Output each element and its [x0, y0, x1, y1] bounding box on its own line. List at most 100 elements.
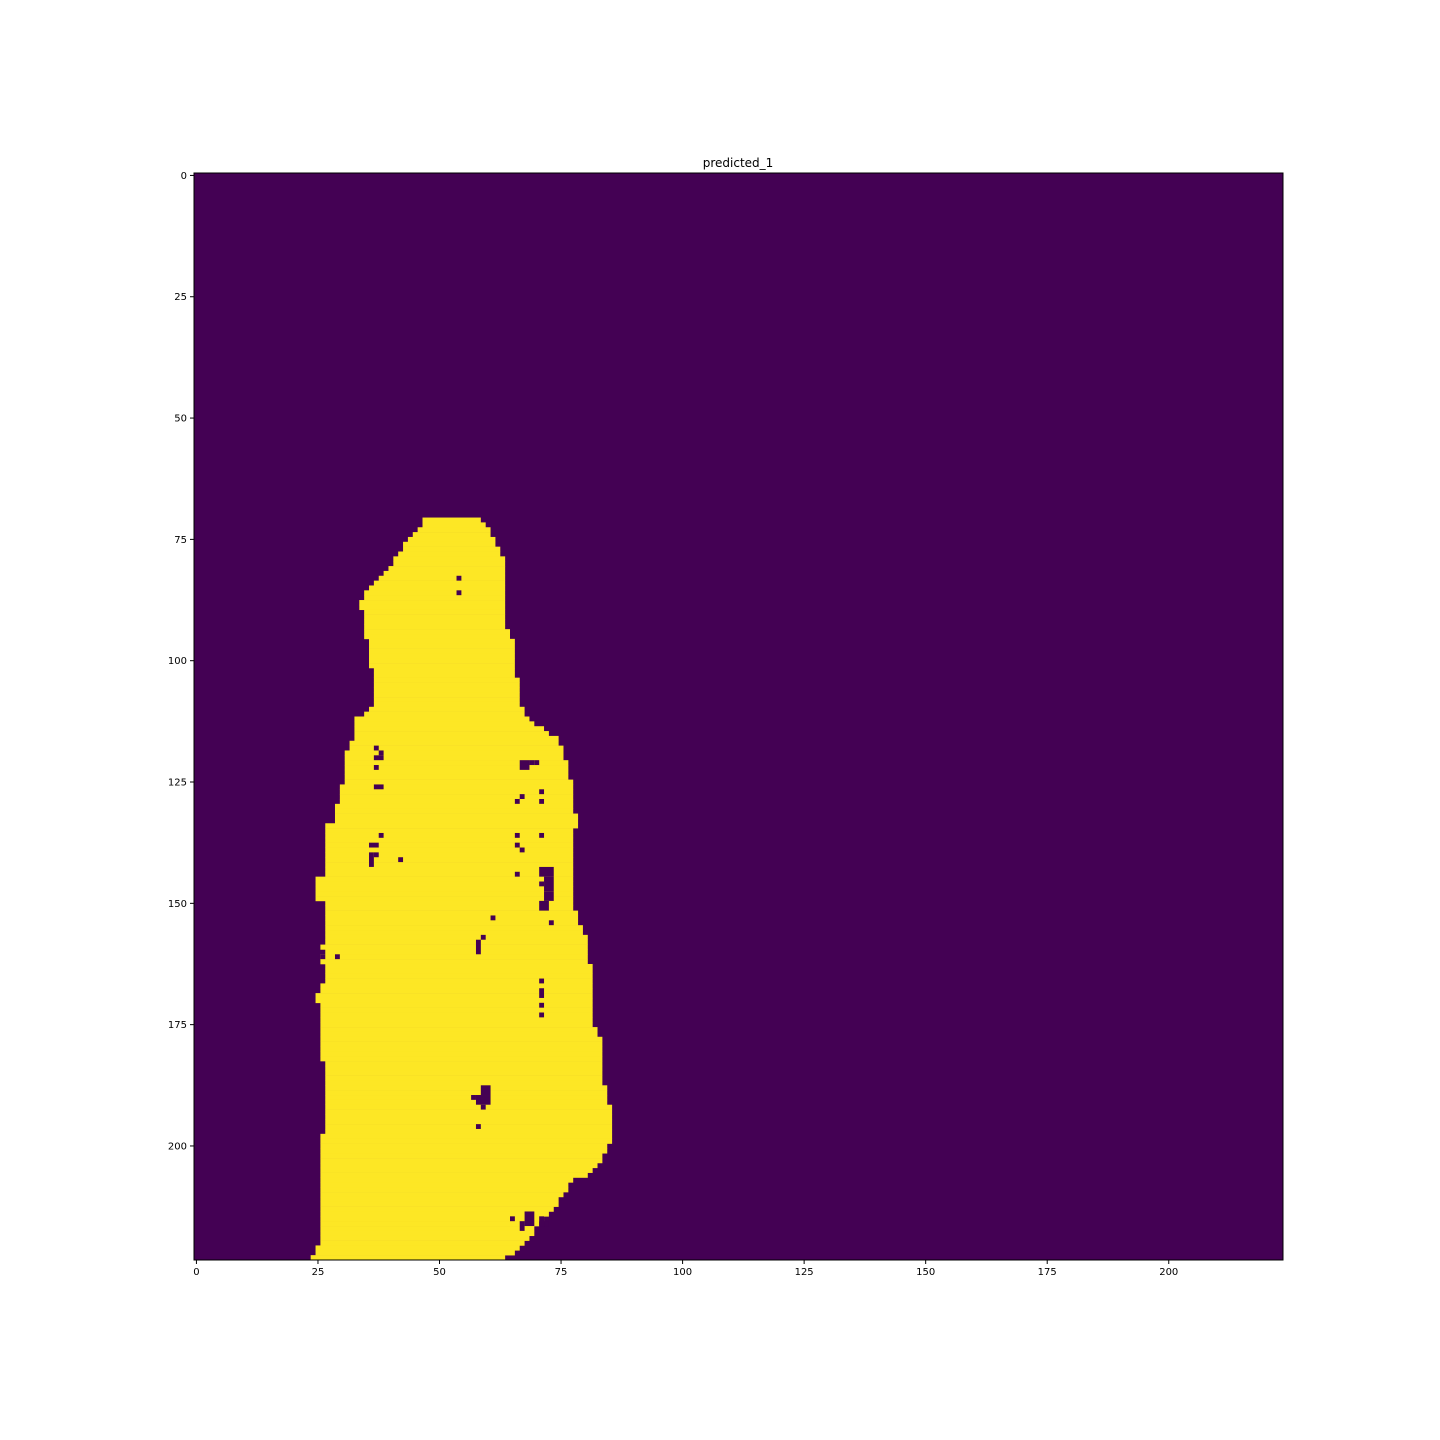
mask-hole-5	[373, 765, 379, 770]
mask-row-214	[320, 1211, 549, 1217]
mask-hole-1	[456, 590, 462, 596]
mask-hole-8	[534, 760, 540, 766]
mask-row-135	[325, 828, 574, 834]
mask-row-117	[349, 740, 559, 746]
mask-row-102	[373, 667, 515, 674]
mask-hole-12	[514, 798, 520, 804]
mask-row-113	[354, 721, 535, 727]
mask-hole-45	[524, 1211, 535, 1227]
mask-row-121	[344, 760, 569, 766]
mask-row-171	[320, 1002, 593, 1008]
x-tick-label-200: 200	[1159, 1267, 1178, 1278]
mask-hole-42	[480, 1104, 486, 1110]
mask-hole-10	[539, 789, 545, 795]
mask-row-190	[325, 1095, 608, 1101]
mask-row-124	[344, 774, 569, 780]
mask-row-122	[344, 765, 569, 771]
mask-row-120	[344, 755, 564, 761]
mask-row-168	[320, 988, 593, 994]
mask-row-185	[325, 1070, 603, 1076]
x-tick-label-150: 150	[916, 1267, 935, 1278]
y-tick-label-125: 125	[168, 778, 187, 789]
mask-row-146	[315, 881, 574, 887]
mask-row-212	[320, 1201, 559, 1207]
mask-row-163	[325, 963, 593, 970]
mask-row-170	[315, 997, 593, 1004]
mask-row-108	[373, 697, 520, 703]
mask-row-153	[325, 915, 579, 921]
mask-row-76	[403, 541, 496, 547]
mask-row-114	[354, 726, 545, 732]
mask-row-84	[373, 580, 506, 586]
mask-row-154	[325, 920, 579, 926]
mask-hole-19	[519, 847, 525, 853]
mask-row-188	[325, 1085, 608, 1091]
mask-row-109	[373, 701, 520, 708]
mask-hole-24	[539, 866, 554, 877]
mask-row-181	[320, 1051, 603, 1057]
mask-row-104	[373, 677, 520, 683]
y-tick-label-25: 25	[174, 292, 187, 303]
mask-row-210	[320, 1192, 564, 1198]
mask-hole-48	[544, 1221, 549, 1227]
mask-row-167	[320, 983, 593, 989]
mask-row-218	[320, 1230, 535, 1237]
mask-row-182	[320, 1056, 603, 1062]
mask-row-93	[364, 624, 506, 630]
mask-hole-40	[475, 1095, 491, 1105]
mask-row-132	[334, 813, 579, 819]
mask-row-144	[325, 871, 574, 877]
mask-hole-22	[398, 857, 404, 863]
mask-row-207	[320, 1177, 574, 1183]
mask-row-137	[325, 837, 574, 843]
mask-row-106	[373, 687, 520, 693]
mask-row-176	[320, 1027, 598, 1033]
mask-hole-0	[456, 575, 462, 581]
mask-row-213	[320, 1206, 554, 1212]
mask-hole-28	[539, 900, 549, 911]
mask-row-192	[325, 1104, 613, 1110]
mask-row-189	[325, 1090, 608, 1096]
mask-row-209	[320, 1187, 569, 1193]
mask-hole-11	[519, 794, 525, 799]
mask-row-205	[320, 1167, 593, 1173]
mask-row-101	[369, 663, 515, 669]
mask-row-221	[315, 1245, 520, 1251]
mask-row-178	[320, 1036, 603, 1042]
mask-row-158	[325, 939, 588, 945]
mask-row-98	[369, 648, 515, 654]
mask-row-193	[325, 1109, 613, 1115]
mask-row-217	[320, 1226, 535, 1232]
mask-row-208	[320, 1182, 569, 1188]
mask-row-157	[325, 934, 588, 941]
mask-row-80	[393, 561, 506, 567]
mask-row-94	[364, 629, 511, 635]
mask-hole-38	[539, 1012, 545, 1018]
mask-row-195	[325, 1119, 613, 1125]
mask-row-177	[320, 1031, 598, 1038]
plot-area	[193, 172, 1284, 1261]
mask-row-220	[320, 1240, 525, 1246]
mask-hole-3	[378, 750, 384, 756]
mask-hole-15	[539, 832, 545, 838]
mask-row-139	[325, 847, 574, 853]
mask-row-149	[315, 896, 574, 902]
mask-row-71	[422, 517, 481, 523]
mask-row-92	[364, 619, 506, 625]
chart-title: predicted_1	[703, 156, 774, 170]
mask-row-127	[339, 789, 574, 795]
x-axis: 0 25 50 75 100 125 150 175 200	[193, 1260, 1178, 1278]
mask-row-206	[320, 1172, 588, 1178]
mask-hole-20	[369, 852, 374, 867]
mask-row-183	[325, 1061, 603, 1067]
y-tick-label-150: 150	[168, 899, 187, 910]
mask-row-83	[378, 575, 506, 581]
mask-row-78	[398, 551, 501, 557]
y-tick-label-50: 50	[174, 414, 187, 425]
mask-hole-41	[471, 1095, 476, 1100]
mask-hole-35	[539, 978, 545, 984]
mask-holes	[320, 575, 554, 1231]
mask-row-133	[334, 818, 579, 824]
mask-row-200	[320, 1143, 608, 1149]
mask-row-203	[320, 1158, 603, 1164]
